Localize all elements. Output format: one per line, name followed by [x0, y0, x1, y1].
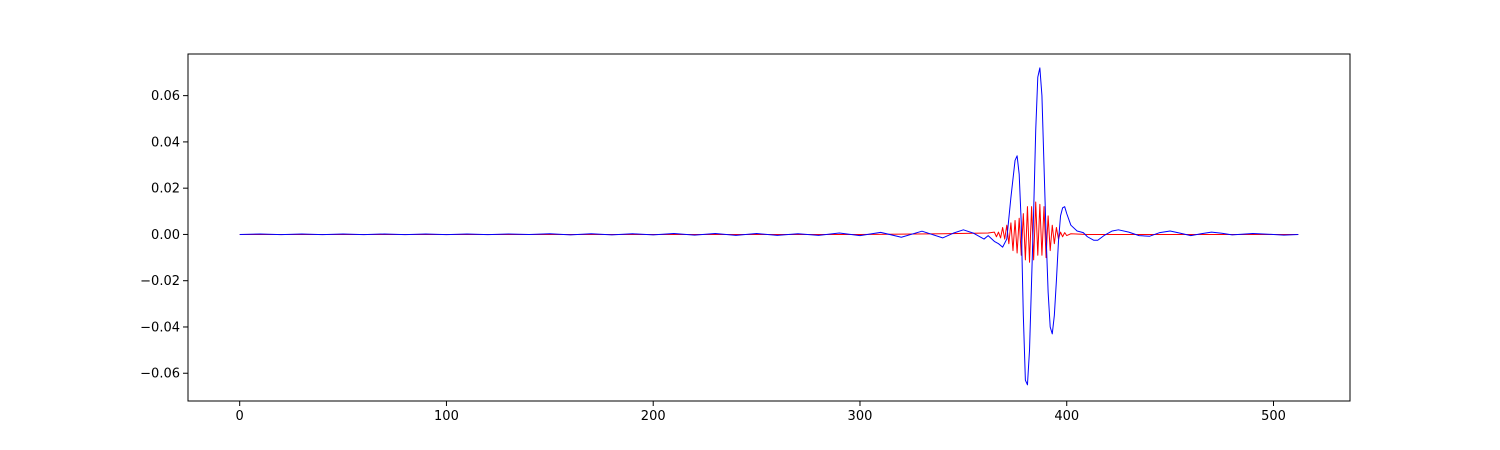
y-tick-label: 0.06 — [151, 89, 180, 104]
y-axis: −0.06 −0.04 −0.02 0.00 0.02 0.04 0.06 — [140, 89, 188, 382]
y-tick-label: 0.04 — [151, 135, 180, 150]
x-tick-label: 300 — [848, 409, 873, 424]
series-layer — [239, 67, 1299, 386]
x-tick-label: 500 — [1261, 409, 1286, 424]
y-tick-label: −0.04 — [140, 320, 180, 335]
y-tick-label: −0.06 — [140, 367, 180, 382]
x-tick-label: 100 — [434, 409, 459, 424]
x-tick-label: 400 — [1054, 409, 1079, 424]
y-tick-label: 0.00 — [151, 228, 180, 243]
x-tick-label: 0 — [236, 409, 244, 424]
x-axis: 0 100 200 300 400 500 — [236, 401, 1286, 424]
series-line-1 — [239, 201, 1299, 263]
y-tick-label: −0.02 — [140, 274, 180, 289]
y-tick-label: 0.02 — [151, 182, 180, 197]
x-tick-label: 200 — [641, 409, 666, 424]
series-line-2 — [239, 67, 1299, 386]
plot-area — [239, 67, 1299, 386]
axes-frame — [187, 53, 1351, 402]
